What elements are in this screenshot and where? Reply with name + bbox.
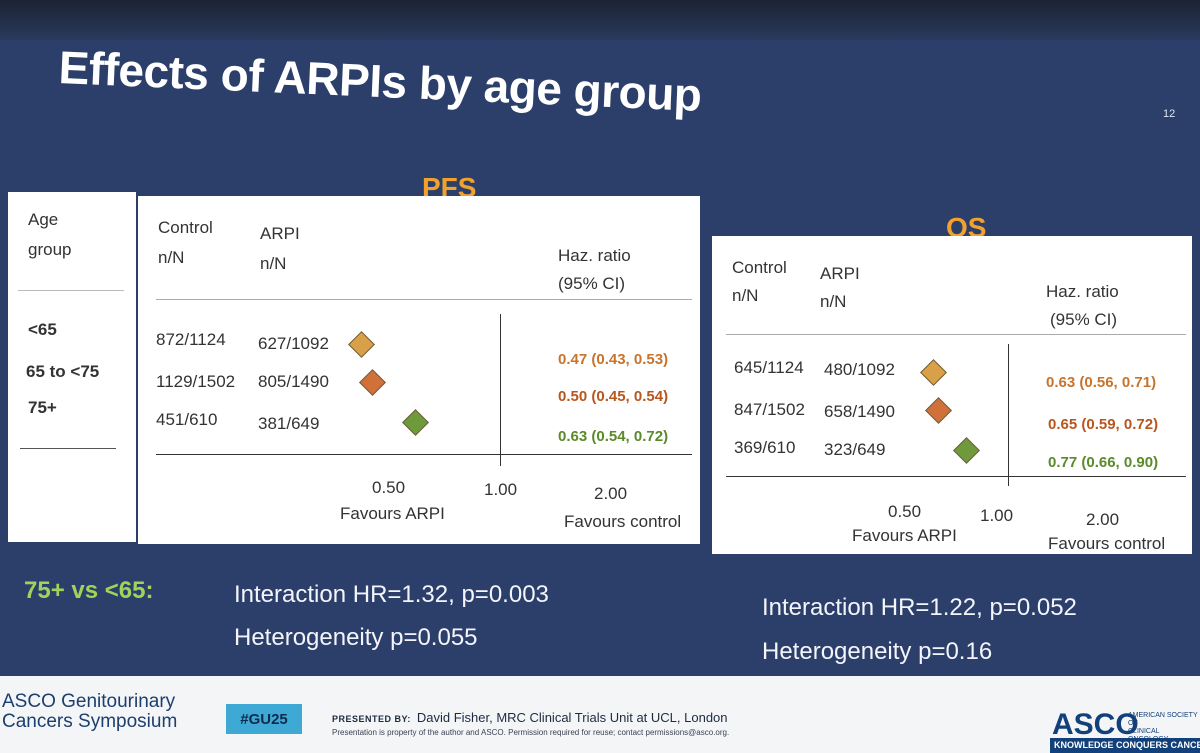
age-group-65to75: 65 to <75 [26,362,100,381]
meeting-name-line2: Cancers Symposium [2,711,178,732]
slide-number: 12 [1163,108,1176,120]
pfs-hr-header: Haz. ratio [558,246,631,265]
meeting-name-line1: ASCO Genitourinary [2,691,176,712]
presented-by: PRESENTED BY: David Fisher, MRC Clinical … [332,710,728,725]
pfs-favours-arpi: Favours ARPI [340,504,445,523]
age-group-under65: <65 [28,320,57,339]
os-row3-control: 369/610 [734,438,796,457]
pfs-hr-subheader: (95% CI) [558,274,626,293]
pfs-tick-050: 0.50 [372,478,406,497]
os-row2-control: 847/1502 [734,400,805,419]
age-header-line2: group [28,240,72,259]
os-row3-diamond [952,437,980,464]
presented-by-label: PRESENTED BY: [332,714,411,724]
os-favours-arpi: Favours ARPI [852,526,957,545]
age-group-column: Age group <65 65 to <75 75+ [8,192,136,542]
os-interaction-text: Interaction HR=1.22, p=0.052 [762,594,1077,621]
pfs-row2-arpi: 805/1490 [258,372,329,391]
pfs-null-line [500,314,501,466]
presenter-name: David Fisher, MRC Clinical Trials Unit a… [416,710,728,725]
pfs-forest-plot: Control n/N ARPI n/N Haz. ratio (95% CI)… [138,196,700,544]
pfs-row1-control: 872/1124 [156,330,226,349]
pfs-row3-control: 451/610 [156,410,218,429]
pfs-row1-arpi: 627/1092 [258,334,329,353]
top-shadow-band [0,0,1200,40]
hashtag-badge: #GU25 [226,704,302,734]
pfs-row3-hr: 0.63 (0.54, 0.72) [558,428,669,445]
pfs-control-header: Control [158,218,213,237]
slide-title: Effects of ARPIs by age group [57,40,703,122]
pfs-row1-hr: 0.47 (0.43, 0.53) [558,351,669,368]
os-row3-hr: 0.77 (0.66, 0.90) [1048,454,1159,471]
pfs-arpi-header: ARPI [260,224,300,243]
meeting-name: ASCO Genitourinary Cancers Symposium [2,692,177,732]
asco-society-line1: AMERICAN SOCIETY OF [1128,712,1198,727]
pfs-row3-diamond [401,409,429,436]
pfs-x-axis [156,454,692,455]
pfs-tick-200: 2.00 [594,484,628,503]
os-row1-arpi: 480/1092 [824,360,895,379]
age-header-line1: Age [28,210,59,229]
pfs-favours-control: Favours control [564,512,682,531]
os-null-line [1008,344,1009,486]
os-header-rule [726,334,1186,335]
os-x-axis [726,476,1186,477]
os-forest-plot: Control n/N ARPI n/N Haz. ratio (95% CI)… [712,236,1192,554]
os-row2-hr: 0.65 (0.59, 0.72) [1048,416,1159,433]
os-hr-header: Haz. ratio [1046,282,1119,301]
os-tick-050: 0.50 [888,502,922,521]
pfs-header-rule [156,299,692,300]
os-row1-hr: 0.63 (0.56, 0.71) [1046,374,1157,391]
pfs-row2-diamond [359,369,386,396]
footer-disclaimer: Presentation is property of the author a… [332,728,730,737]
pfs-row3-arpi: 381/649 [258,414,320,433]
asco-tagline: KNOWLEDGE CONQUERS CANCER [1050,738,1200,753]
os-row2-arpi: 658/1490 [824,402,895,421]
pfs-heterogeneity-text: Heterogeneity p=0.055 [234,624,478,651]
os-hr-subheader: (95% CI) [1050,310,1118,329]
os-row3-arpi: 323/649 [824,440,886,459]
comparison-label: 75+ vs <65: [24,577,154,604]
pfs-row1-diamond [347,331,375,358]
os-row2-diamond [925,397,953,424]
os-control-subheader: n/N [732,286,759,305]
asco-logo: ASCO [1052,708,1139,741]
age-group-over75: 75+ [28,398,57,417]
os-row1-control: 645/1124 [734,358,804,377]
pfs-row2-hr: 0.50 (0.45, 0.54) [558,388,669,405]
os-row1-diamond [920,359,948,386]
age-header-rule [18,290,124,291]
os-favours-control: Favours control [1048,534,1166,553]
os-heterogeneity-text: Heterogeneity p=0.16 [762,638,993,665]
os-tick-100: 1.00 [980,506,1014,525]
pfs-tick-100: 1.00 [484,480,518,499]
os-arpi-header: ARPI [820,264,860,283]
os-tick-200: 2.00 [1086,510,1120,529]
slide-footer [0,676,1200,753]
pfs-row2-control: 1129/1502 [156,372,236,391]
pfs-control-subheader: n/N [158,248,185,267]
age-bottom-rule [20,448,116,449]
os-control-header: Control [732,258,787,277]
os-arpi-subheader: n/N [820,292,847,311]
pfs-interaction-text: Interaction HR=1.32, p=0.003 [234,581,549,608]
pfs-arpi-subheader: n/N [260,254,287,273]
